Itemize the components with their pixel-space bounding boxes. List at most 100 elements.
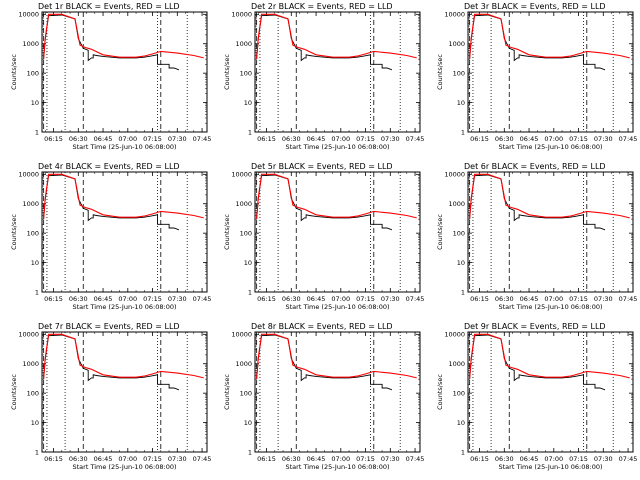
y-tick-label: 10 — [244, 259, 252, 267]
y-tick-label: 1 — [35, 448, 39, 456]
y-axis-label: Counts/sec — [223, 214, 231, 250]
y-tick-label: 1000 — [22, 360, 39, 368]
x-tick-label: 06:30 — [69, 455, 88, 463]
y-axis-label: Counts/sec — [10, 374, 18, 410]
x-tick-label: 06:15 — [470, 135, 489, 143]
x-tick-label: 06:15 — [44, 295, 63, 303]
x-tick-label: 07:45 — [406, 295, 425, 303]
lld-series-line — [469, 13, 630, 60]
y-tick-label: 100 — [240, 69, 252, 77]
detector-panel-6: Det 6r BLACK = Events, RED = LLD 1 10 100 10… — [436, 162, 637, 311]
detector-panel-7: Det 7r BLACK = Events, RED = LLD 1 10 100 10… — [10, 322, 211, 471]
x-tick-label: 06:30 — [282, 295, 301, 303]
lld-series-line — [43, 13, 204, 60]
x-tick-label: 07:00 — [544, 455, 563, 463]
y-tick-label: 100 — [27, 389, 39, 397]
y-axis-label: Counts/sec — [223, 54, 231, 90]
x-tick-label: 06:15 — [257, 455, 276, 463]
x-tick-label: 06:30 — [495, 135, 514, 143]
x-tick-label: 07:15 — [569, 295, 588, 303]
events-series-line — [469, 174, 606, 231]
x-tick-label: 06:15 — [44, 455, 63, 463]
x-tick-label: 07:30 — [168, 455, 187, 463]
events-series-line — [469, 14, 606, 71]
y-tick-label: 10000 — [231, 171, 252, 179]
y-tick-label: 100 — [240, 389, 252, 397]
x-tick-label: 07:00 — [118, 135, 137, 143]
panel-title: Det 6r BLACK = Events, RED = LLD — [464, 162, 606, 171]
x-tick-label: 07:45 — [193, 295, 212, 303]
y-tick-label: 1000 — [448, 200, 465, 208]
x-tick-label: 06:15 — [257, 295, 276, 303]
y-axis-label: Counts/sec — [436, 214, 444, 250]
plot-frame — [254, 11, 421, 133]
y-tick-label: 1 — [35, 128, 39, 136]
x-tick-label: 06:45 — [307, 135, 326, 143]
y-tick-label: 10000 — [444, 11, 465, 19]
y-tick-label: 10 — [31, 259, 39, 267]
events-series-line — [469, 334, 606, 391]
panel-title: Det 5r BLACK = Events, RED = LLD — [251, 162, 393, 171]
panel-title: Det 1r BLACK = Events, RED = LLD — [38, 2, 180, 11]
detector-panel-5: Det 5r BLACK = Events, RED = LLD 1 10 100 10… — [223, 162, 424, 311]
x-tick-label: 06:30 — [495, 295, 514, 303]
y-tick-label: 10 — [457, 99, 465, 107]
y-tick-label: 1 — [461, 288, 465, 296]
x-tick-label: 06:30 — [69, 295, 88, 303]
panel-title: Det 9r BLACK = Events, RED = LLD — [464, 322, 606, 331]
y-tick-label: 10 — [457, 259, 465, 267]
x-tick-label: 07:30 — [381, 455, 400, 463]
x-tick-label: 06:15 — [470, 295, 489, 303]
events-series-line — [43, 14, 180, 71]
y-tick-label: 1000 — [22, 40, 39, 48]
x-tick-label: 07:30 — [168, 295, 187, 303]
plot-frame — [467, 171, 634, 293]
x-tick-label: 06:15 — [470, 455, 489, 463]
events-series-line — [256, 14, 393, 71]
x-tick-label: 07:45 — [619, 455, 638, 463]
x-tick-label: 06:15 — [44, 135, 63, 143]
panel-title: Det 3r BLACK = Events, RED = LLD — [464, 2, 606, 11]
y-tick-label: 1 — [248, 128, 252, 136]
panel-title: Det 8r BLACK = Events, RED = LLD — [251, 322, 393, 331]
events-series-line — [256, 174, 393, 231]
y-tick-label: 1000 — [448, 40, 465, 48]
lld-series-line — [256, 333, 417, 380]
x-tick-label: 06:45 — [94, 455, 113, 463]
detector-panel-2: Det 2r BLACK = Events, RED = LLD 1 10 100 10… — [223, 2, 424, 151]
lld-series-line — [256, 13, 417, 60]
panel-title: Det 7r BLACK = Events, RED = LLD — [38, 322, 180, 331]
y-tick-label: 1000 — [448, 360, 465, 368]
y-axis-label: Counts/sec — [436, 54, 444, 90]
x-tick-label: 07:15 — [143, 455, 162, 463]
x-tick-label: 07:00 — [331, 135, 350, 143]
y-tick-label: 10 — [244, 99, 252, 107]
x-tick-label: 07:15 — [569, 135, 588, 143]
panel-title: Det 2r BLACK = Events, RED = LLD — [251, 2, 393, 11]
y-tick-label: 10 — [244, 419, 252, 427]
events-series-line — [43, 334, 180, 391]
plot-frame — [41, 331, 208, 453]
y-tick-label: 10000 — [231, 331, 252, 339]
x-tick-label: 07:15 — [143, 135, 162, 143]
x-tick-label: 07:15 — [356, 455, 375, 463]
y-axis-label: Counts/sec — [10, 214, 18, 250]
x-tick-label: 07:30 — [168, 135, 187, 143]
y-axis-label: Counts/sec — [223, 374, 231, 410]
panel-title: Det 4r BLACK = Events, RED = LLD — [38, 162, 180, 171]
x-tick-label: 07:00 — [544, 135, 563, 143]
x-tick-label: 07:00 — [118, 455, 137, 463]
plot-frame — [467, 11, 634, 133]
x-axis-label: Start Time (25-Jun-10 06:08:00) — [499, 303, 603, 311]
y-tick-label: 1 — [248, 288, 252, 296]
x-tick-label: 07:30 — [381, 295, 400, 303]
x-axis-label: Start Time (25-Jun-10 06:08:00) — [499, 143, 603, 151]
x-tick-label: 07:45 — [193, 455, 212, 463]
x-tick-label: 07:15 — [569, 455, 588, 463]
y-tick-label: 1 — [461, 128, 465, 136]
x-tick-label: 07:30 — [381, 135, 400, 143]
detector-panel-3: Det 3r BLACK = Events, RED = LLD 1 10 100 10… — [436, 2, 637, 151]
x-tick-label: 06:15 — [257, 135, 276, 143]
x-tick-label: 07:30 — [594, 135, 613, 143]
x-tick-label: 06:45 — [307, 455, 326, 463]
